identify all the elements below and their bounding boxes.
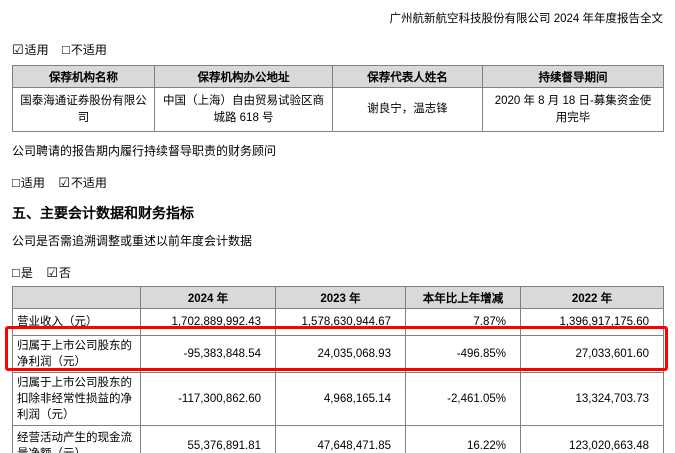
checkbox-checked-icon: ☑ [12,42,24,57]
checkbox-checked-icon: ☑ [58,175,70,190]
column-header-sponsor-name: 保荐机构名称 [12,65,155,88]
cell-yoy-change: 7.87% [405,308,521,336]
restatement-question: 公司是否需追溯调整或重述以前年度会计数据 [12,234,253,248]
column-header-yoy-change: 本年比上年增减 [405,286,521,309]
option-label: 否 [58,266,71,280]
sponsor-table-row: 国泰海通证券股份有限公司 中国（上海）自由贸易试验区商城路 618 号 谢良宁，… [12,87,664,132]
row-label: 营业收入（元） [12,308,141,336]
cell-representatives: 谢良宁，温志锋 [332,87,483,132]
financial-table-wrapper: 2024 年 2023 年 本年比上年增减 2022 年 营业收入（元） 1,7… [5,286,668,453]
row-label: 归属于上市公司股东的净利润（元） [12,334,141,374]
cell-supervision-period: 2020 年 8 月 18 日-募集资金使用完毕 [482,87,664,132]
column-header-2023: 2023 年 [275,286,406,309]
option-applicable: ☑适用 [12,42,49,57]
cell-2022: 27,033,601.60 [520,334,664,374]
cell-2023: 1,578,630,944.67 [275,308,406,336]
cell-2022: 13,324,703.73 [520,372,664,427]
restatement-answer: □是 ☑否 [12,265,663,280]
table-row-net-profit: 归属于上市公司股东的净利润（元） -95,383,848.54 24,035,0… [12,334,664,374]
column-header-2022: 2022 年 [520,286,664,309]
option-label: 不适用 [70,43,107,57]
row-label: 归属于上市公司股东的扣除非经常性损益的净利润（元） [12,372,141,427]
financial-indicators-table: 2024 年 2023 年 本年比上年增减 2022 年 营业收入（元） 1,7… [12,286,664,453]
cell-2024: -95,383,848.54 [140,334,276,374]
option-not-applicable: ☑不适用 [58,175,107,190]
column-header-supervision-period: 持续督导期间 [482,65,664,88]
option-label: 适用 [20,176,45,190]
option-label: 是 [20,266,33,280]
cell-sponsor-name: 国泰海通证券股份有限公司 [12,87,155,132]
cell-2024: -117,300,862.60 [140,372,276,427]
cell-2024: 1,702,889,992.43 [140,308,276,336]
cell-sponsor-address: 中国（上海）自由贸易试验区商城路 618 号 [154,87,333,132]
option-label: 适用 [24,43,49,57]
row-label: 经营活动产生的现金流量净额（元） [12,425,141,453]
cell-2024: 55,376,891.81 [140,425,276,453]
option-label: 不适用 [70,176,107,190]
column-header-empty [12,286,141,309]
applicability-advisor: □适用 ☑不适用 [12,175,663,190]
checkbox-unchecked-icon: □ [12,175,20,190]
checkbox-unchecked-icon: □ [12,265,20,280]
cell-yoy-change: -496.85% [405,334,521,374]
cell-2023: 24,035,068.93 [275,334,406,374]
cell-2023: 47,648,471.85 [275,425,406,453]
option-no: ☑否 [46,265,71,280]
column-header-representative: 保荐代表人姓名 [332,65,483,88]
column-header-sponsor-address: 保荐机构办公地址 [154,65,333,88]
cell-yoy-change: -2,461.05% [405,372,521,427]
doc-header: 广州航新航空科技股份有限公司 2024 年年度报告全文 [389,13,663,25]
option-yes: □是 [12,265,33,280]
applicability-top: ☑适用 □不适用 [12,42,663,57]
advisor-note: 公司聘请的报告期内履行持续督导职责的财务顾问 [12,144,277,158]
table-row-revenue: 营业收入（元） 1,702,889,992.43 1,578,630,944.6… [12,308,664,336]
cell-2023: 4,968,165.14 [275,372,406,427]
option-not-applicable: □不适用 [62,42,107,57]
checkbox-checked-icon: ☑ [46,265,58,280]
cell-yoy-change: 16.22% [405,425,521,453]
cell-2022: 123,020,663.48 [520,425,664,453]
checkbox-unchecked-icon: □ [62,42,70,57]
column-header-2024: 2024 年 [140,286,276,309]
section-title: 五、主要会计数据和财务指标 [12,205,194,221]
cell-2022: 1,396,917,175.60 [520,308,664,336]
sponsor-table-header-row: 保荐机构名称 保荐机构办公地址 保荐代表人姓名 持续督导期间 [12,65,664,88]
option-applicable: □适用 [12,175,45,190]
financial-table-header-row: 2024 年 2023 年 本年比上年增减 2022 年 [12,286,664,309]
table-row-deducted-net-profit: 归属于上市公司股东的扣除非经常性损益的净利润（元） -117,300,862.6… [12,372,664,427]
table-row-operating-cash-flow: 经营活动产生的现金流量净额（元） 55,376,891.81 47,648,47… [12,425,664,453]
sponsor-table: 保荐机构名称 保荐机构办公地址 保荐代表人姓名 持续督导期间 国泰海通证券股份有… [12,65,664,132]
